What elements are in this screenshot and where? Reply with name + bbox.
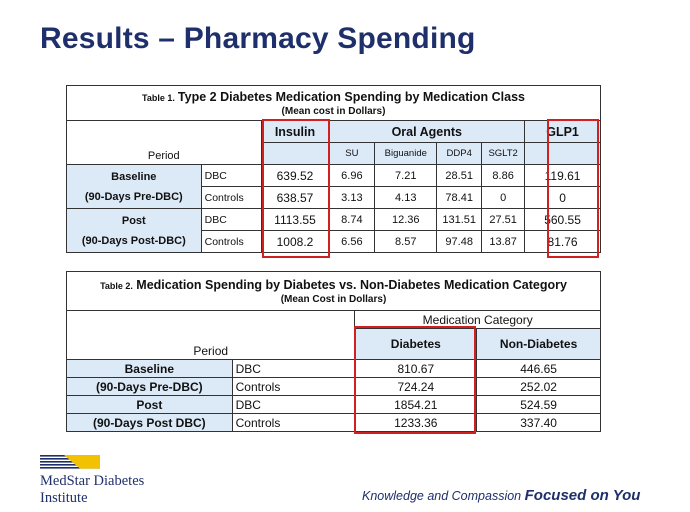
table-row: Controls 638.57 3.13 4.13 78.41 0 0 bbox=[67, 186, 601, 209]
diabetes-header: Diabetes bbox=[354, 328, 478, 360]
tagline-italic: Knowledge and Compassion bbox=[362, 489, 522, 503]
slide-title: Results – Pharmacy Spending bbox=[40, 22, 476, 55]
ddp4-header: DDP4 bbox=[436, 142, 483, 165]
insulin-header: Insulin bbox=[260, 120, 330, 143]
biguanide-cell: 12.36 bbox=[374, 208, 438, 231]
glp1-cell: 119.61 bbox=[524, 164, 601, 187]
group-label: DBC bbox=[200, 164, 262, 187]
table-caption: Table 1. Type 2 Diabetes Medication Spen… bbox=[66, 85, 601, 121]
table-caption: Table 2. Medication Spending by Diabetes… bbox=[66, 271, 601, 311]
period-header: Period bbox=[66, 120, 262, 165]
table-label: Table 1. bbox=[142, 92, 175, 103]
period-header: Period bbox=[65, 310, 356, 360]
table-row: Baseline DBC 810.67 446.65 bbox=[66, 359, 601, 378]
table-caption-row: Table 2. Medication Spending by Diabetes… bbox=[66, 271, 601, 311]
period-name: Post bbox=[66, 395, 233, 414]
non-diabetes-cell: 252.02 bbox=[476, 377, 601, 396]
glp1-cell: 560.55 bbox=[524, 208, 601, 231]
table-row: Controls 1008.2 6.56 8.57 97.48 13.87 81… bbox=[67, 230, 601, 253]
su-cell: 6.56 bbox=[328, 230, 376, 253]
ddp4-cell: 131.51 bbox=[436, 208, 483, 231]
sglt2-cell: 13.87 bbox=[481, 230, 526, 253]
table-caption-row: Table 1. Type 2 Diabetes Medication Spen… bbox=[66, 85, 601, 121]
table-title: Medication Spending by Diabetes vs. Non-… bbox=[136, 277, 567, 292]
sglt2-cell: 0 bbox=[481, 186, 526, 209]
period-name: Post bbox=[121, 214, 146, 227]
biguanide-cell: 8.57 bbox=[374, 230, 438, 253]
group-label: DBC bbox=[231, 359, 356, 378]
group-label: Controls bbox=[200, 186, 262, 209]
su-header: SU bbox=[328, 142, 376, 165]
insulin-cell: 1113.55 bbox=[260, 208, 330, 231]
period-range: (90-Days Post-DBC) bbox=[81, 234, 186, 247]
diabetes-cell: 1233.36 bbox=[354, 413, 478, 432]
table-row: (90-Days Post DBC) Controls 1233.36 337.… bbox=[66, 413, 601, 432]
insulin-cell: 638.57 bbox=[260, 186, 330, 209]
diabetes-cell: 810.67 bbox=[354, 359, 478, 378]
glp1-cell: 81.76 bbox=[524, 230, 601, 253]
non-diabetes-header: Non-Diabetes bbox=[476, 328, 601, 360]
group-label: DBC bbox=[231, 395, 356, 414]
group-label: Controls bbox=[231, 377, 356, 396]
group-label: Controls bbox=[200, 230, 262, 253]
biguanide-cell: 4.13 bbox=[374, 186, 438, 209]
period-baseline: Baseline (90-Days Pre-DBC) bbox=[66, 164, 202, 209]
table-title: Type 2 Diabetes Medication Spending by M… bbox=[177, 89, 525, 104]
biguanide-cell: 7.21 bbox=[374, 164, 438, 187]
non-diabetes-cell: 337.40 bbox=[476, 413, 601, 432]
logo-line-2: Institute bbox=[40, 490, 88, 506]
glp1-header: GLP1 bbox=[524, 120, 601, 143]
medication-class-table: Table 1. Type 2 Diabetes Medication Spen… bbox=[66, 85, 601, 253]
table-subtitle: (Mean cost in Dollars) bbox=[281, 105, 386, 117]
table-row: Post (90-Days Post-DBC) DBC 1113.55 8.74… bbox=[66, 208, 601, 253]
sglt2-cell: 27.51 bbox=[481, 208, 526, 231]
diabetes-cell: 1854.21 bbox=[354, 395, 478, 414]
period-range: (90-Days Pre-DBC) bbox=[84, 190, 183, 203]
group-label: DBC bbox=[200, 208, 262, 231]
period-range: (90-Days Post DBC) bbox=[66, 413, 233, 432]
su-cell: 3.13 bbox=[328, 186, 376, 209]
table-row: Baseline (90-Days Pre-DBC) DBC 639.52 6.… bbox=[66, 164, 601, 209]
period-name: Baseline bbox=[111, 170, 157, 183]
biguanide-header: Biguanide bbox=[374, 142, 438, 165]
medication-category-header: Medication Category bbox=[354, 310, 601, 329]
ddp4-cell: 28.51 bbox=[436, 164, 483, 187]
glp1-cell: 0 bbox=[524, 186, 601, 209]
logo-text: MedStar Diabetes Institute bbox=[40, 473, 144, 507]
group-label: Controls bbox=[231, 413, 356, 432]
glp1-subheader bbox=[524, 142, 601, 165]
period-post: Post (90-Days Post-DBC) bbox=[66, 208, 202, 253]
ddp4-cell: 78.41 bbox=[436, 186, 483, 209]
insulin-cell: 1008.2 bbox=[260, 230, 330, 253]
logo-line-1: MedStar Diabetes bbox=[40, 473, 145, 489]
period-name: Baseline bbox=[66, 359, 233, 378]
table-label: Table 2. bbox=[100, 280, 133, 291]
diabetes-cell: 724.24 bbox=[354, 377, 478, 396]
insulin-cell: 639.52 bbox=[260, 164, 330, 187]
oral-agents-header: Oral Agents bbox=[328, 120, 526, 143]
period-range: (90-Days Pre-DBC) bbox=[66, 377, 233, 396]
logo-mark-icon bbox=[40, 455, 100, 469]
table-subtitle: (Mean Cost in Dollars) bbox=[280, 293, 387, 305]
su-cell: 6.96 bbox=[328, 164, 376, 187]
ddp4-cell: 97.48 bbox=[436, 230, 483, 253]
tagline: Knowledge and Compassion Focused on You bbox=[362, 487, 640, 504]
tagline-bold: Focused on You bbox=[524, 487, 641, 504]
insulin-subheader bbox=[260, 142, 330, 165]
diabetes-category-table: Table 2. Medication Spending by Diabetes… bbox=[65, 271, 601, 432]
non-diabetes-cell: 446.65 bbox=[476, 359, 601, 378]
table-row: (90-Days Pre-DBC) Controls 724.24 252.02 bbox=[66, 377, 601, 396]
sglt2-header: SGLT2 bbox=[481, 142, 526, 165]
table-row: Post DBC 1854.21 524.59 bbox=[66, 395, 601, 414]
sglt2-cell: 8.86 bbox=[481, 164, 526, 187]
non-diabetes-cell: 524.59 bbox=[476, 395, 601, 414]
su-cell: 8.74 bbox=[328, 208, 376, 231]
